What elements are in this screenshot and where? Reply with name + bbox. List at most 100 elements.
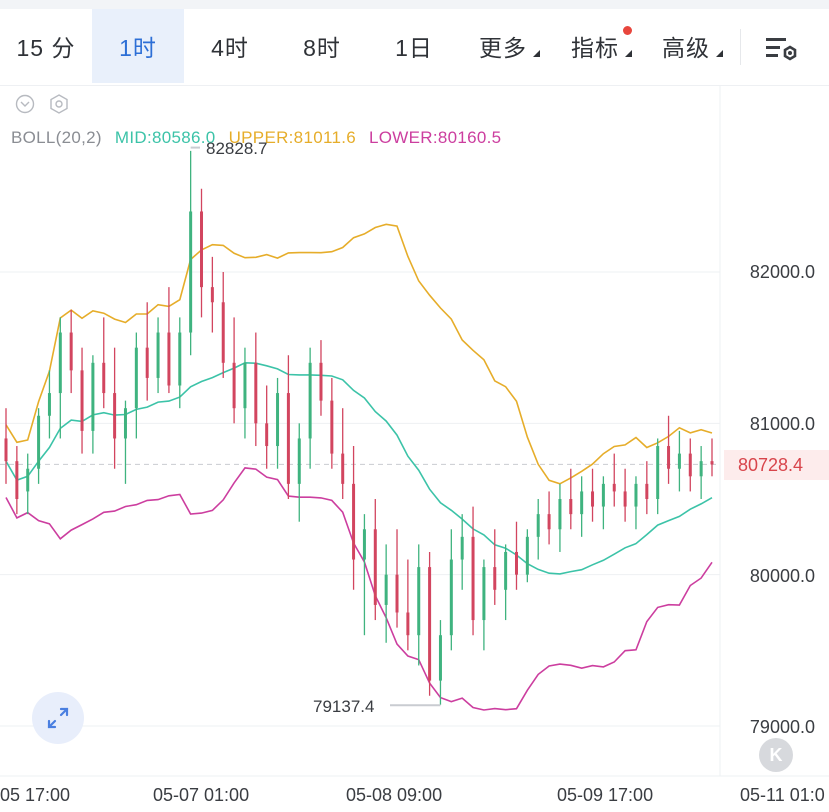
boll-lower: LOWER:80160.5 (369, 128, 502, 147)
tab-8h[interactable]: 8时 (303, 35, 341, 61)
candle-body (145, 347, 149, 378)
candle-body (591, 491, 595, 507)
x-tick-label: 05-08 09:00 (346, 785, 443, 805)
candle-body (286, 393, 290, 484)
tab-4h[interactable]: 4时 (211, 35, 249, 61)
candle-body (102, 362, 106, 394)
tab-more[interactable]: 更多 (460, 9, 546, 83)
tab-indicators-label: 指标 (571, 35, 619, 61)
expand-icon (47, 707, 69, 729)
candle-body (156, 332, 160, 378)
candle-body (460, 536, 464, 560)
candle-body (623, 491, 627, 507)
candle-body (677, 453, 681, 469)
candle-body (373, 529, 377, 605)
candle-body (221, 302, 225, 363)
candle-body (4, 438, 8, 462)
candle-body (449, 559, 453, 636)
candle-body (308, 362, 312, 439)
boll-upper: UPPER:81011.6 (228, 128, 356, 147)
y-tick-label: 79000.0 (749, 717, 815, 737)
candle-body (612, 483, 616, 492)
candle-body (417, 567, 421, 636)
tab-advanced-label: 高级 (662, 35, 710, 61)
boll-upper-line (5, 223, 713, 485)
timeframe-tabbar: 15 分 1时 4时 8时 1日 更多 指标 高级 (0, 9, 829, 86)
candle-body (514, 551, 518, 575)
y-tick-label: 82000.0 (749, 262, 815, 282)
candle-body (189, 211, 193, 333)
candle-body (167, 332, 171, 386)
candle-body (482, 567, 486, 621)
kline-chart[interactable] (0, 86, 829, 812)
candle-body (210, 287, 214, 303)
boll-lower-line (5, 467, 713, 711)
candle-body (547, 514, 551, 530)
y-tick-label: 81000.0 (749, 414, 815, 434)
candle-body (699, 461, 703, 477)
tab-indicators[interactable]: 指标 (552, 9, 638, 83)
candle-body (667, 446, 671, 469)
candle-body (525, 536, 529, 575)
candle-body (710, 461, 714, 465)
low-price-label: 79137.4 (313, 697, 375, 716)
dropdown-caret-icon (716, 50, 723, 57)
tab-1h[interactable]: 1时 (92, 9, 184, 83)
x-tick-label: 05-09 17:00 (557, 785, 654, 805)
chart-settings-icon[interactable] (764, 34, 800, 66)
candle-body (47, 393, 51, 416)
candle-body (254, 362, 258, 424)
dropdown-caret-icon (625, 50, 632, 57)
tab-advanced[interactable]: 高级 (643, 9, 729, 83)
candle-body (504, 551, 508, 590)
k-icon: K (769, 744, 783, 765)
x-tick-label: 05 17:00 (0, 785, 71, 805)
dropdown-caret-icon (533, 50, 540, 57)
tab-separator (740, 29, 741, 65)
candle-body (558, 499, 562, 530)
candle-body (493, 567, 497, 590)
candle-body (319, 362, 323, 401)
candle-body (113, 393, 117, 439)
tab-1d[interactable]: 1日 (395, 35, 433, 61)
tab-15m[interactable]: 15 分 (16, 35, 76, 61)
candle-body (91, 362, 95, 431)
candle-body (395, 574, 399, 613)
candle-body (134, 347, 138, 409)
candle-body (536, 514, 540, 537)
candle-body (406, 612, 410, 636)
candle-body (438, 635, 442, 681)
boll-mid: MID:80586.0 (114, 128, 216, 147)
x-tick-label: 05-07 01:00 (153, 785, 250, 805)
boll-mid-line (5, 361, 713, 575)
candle-body (80, 370, 84, 431)
candle-body (341, 453, 345, 484)
indicator-settings-icon[interactable] (50, 94, 68, 114)
tab-more-label: 更多 (479, 35, 527, 61)
k-button[interactable]: K (759, 738, 793, 772)
candle-body (634, 483, 638, 507)
candle-body (688, 453, 692, 477)
x-tick-label: 05-11 01:0 (740, 785, 825, 805)
candle-body (243, 362, 247, 409)
price-axis: 82000.0 81000.0 80000.0 79000.0 (722, 86, 829, 776)
candle-body (15, 461, 19, 499)
high-price-label: 82828.7 (206, 139, 268, 158)
candle-body (26, 468, 30, 492)
candle-body (428, 567, 432, 681)
current-price-label: 80728.4 (724, 450, 829, 480)
collapse-icon[interactable] (15, 94, 35, 114)
candle-body (352, 483, 356, 560)
candle-body (330, 400, 334, 454)
candle-body (276, 393, 280, 447)
candle-body (178, 332, 182, 386)
notification-dot-icon (623, 26, 632, 35)
expand-button[interactable] (32, 692, 84, 744)
candle-body (645, 483, 649, 499)
boll-legend: BOLL(20,2) MID:80586.0 UPPER:81011.6 LOW… (11, 128, 509, 148)
candle-body (232, 362, 236, 409)
candle-body (384, 574, 388, 605)
candle-body (656, 446, 660, 499)
candle-body (569, 499, 573, 515)
candle-body (123, 408, 127, 439)
